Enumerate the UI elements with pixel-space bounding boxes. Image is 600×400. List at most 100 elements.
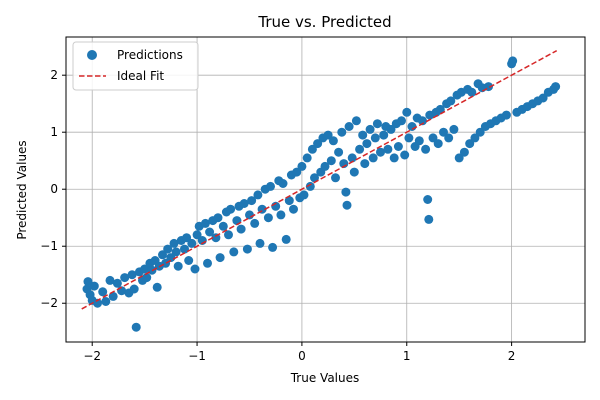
data-point [255,238,265,248]
data-point [166,253,176,263]
data-point [328,136,338,146]
data-point [180,244,189,254]
data-point [169,238,179,248]
data-point [424,214,434,224]
data-point [120,273,130,283]
legend-ideal-fit-label: Ideal Fit [117,69,164,83]
y-axis-ticks: −2 −1 0 1 2 [40,68,66,310]
data-point [239,199,249,208]
data-point [310,173,319,183]
data-point [386,124,396,134]
data-point [397,116,406,126]
data-point [142,273,152,283]
data-point [184,256,194,265]
data-point [140,264,150,274]
data-point [421,144,431,154]
ideal-fit-segment [81,50,558,310]
data-point [263,213,273,223]
data-point [226,204,236,214]
data-point [470,133,480,143]
data-point [112,278,122,288]
data-point [242,244,252,254]
data-point [236,224,246,234]
data-point [428,133,438,143]
data-point [341,187,351,197]
data-point [105,275,115,285]
data-point [465,139,475,149]
data-point [278,179,288,188]
data-point [538,93,548,103]
data-point [284,196,294,206]
data-point [108,291,118,301]
data-point [337,127,347,137]
chart-title: True vs. Predicted [257,13,391,31]
y-tick-label: 0 [50,182,58,196]
data-point [313,139,323,149]
y-tick-label: 2 [50,68,58,82]
y-tick-label: −2 [40,296,58,310]
y-tick-label: −1 [40,239,58,253]
data-point [407,122,417,131]
data-point [203,258,212,268]
data-point [379,130,389,140]
data-point [389,153,399,163]
data-point [433,139,443,149]
data-point [334,147,344,157]
data-point [173,261,183,271]
data-point [229,247,239,257]
data-point [342,200,352,210]
data-point [307,144,317,154]
data-point [190,264,200,274]
data-point [383,144,393,154]
scatter-points [82,56,561,332]
data-point [351,116,361,126]
legend: Predictions Ideal Fit [72,41,199,91]
data-point [89,281,99,291]
x-tick-label: 0 [298,349,306,363]
data-point [323,130,333,140]
x-tick-label: 1 [403,349,411,363]
data-point [418,116,427,126]
ideal-fit-line [81,50,558,310]
data-point [449,124,459,134]
data-point [299,190,309,200]
data-point [187,238,197,248]
data-point [454,153,464,163]
data-point [414,136,424,146]
data-point [98,287,108,297]
data-point [508,56,518,66]
x-tick-label: −1 [188,349,206,363]
data-point [131,322,141,332]
data-point [268,242,278,252]
data-point [370,133,380,143]
data-point [245,210,254,220]
y-tick-label: 1 [50,125,58,139]
data-point [215,253,225,263]
data-point [83,277,93,287]
data-point [292,167,302,177]
data-point [365,124,375,134]
data-point [192,230,202,240]
data-point [224,230,233,240]
data-point [326,156,336,166]
data-point [302,153,312,163]
data-point [344,122,354,131]
data-point [376,147,385,157]
x-axis-title: True Values [290,371,360,385]
data-point [213,213,223,223]
data-point [163,244,173,254]
data-point [467,87,477,97]
data-point [129,284,139,294]
x-axis-ticks: −2 −1 0 1 2 [83,342,515,363]
data-point [402,107,412,117]
data-point [331,173,340,183]
data-point [93,298,102,308]
legend-box [72,41,199,91]
data-point [276,210,286,220]
data-point [444,133,454,143]
x-tick-label: 2 [508,349,516,363]
data-point [266,181,275,191]
data-point [205,227,215,237]
data-point [182,233,192,243]
